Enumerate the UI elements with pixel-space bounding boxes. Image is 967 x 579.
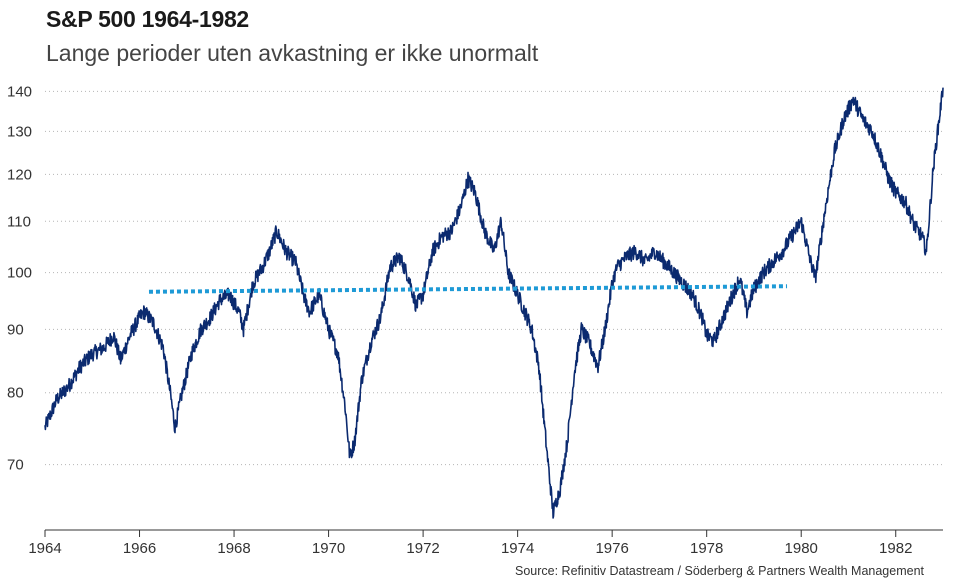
y-tick-label: 110 (7, 213, 31, 230)
chart-title: S&P 500 1964-1982 (46, 6, 249, 32)
y-tick-label: 120 (7, 166, 32, 183)
y-tick-label: 90 (7, 321, 24, 338)
grid-lines (45, 90, 943, 466)
source-note: Source: Refinitiv Datastream / Söderberg… (515, 564, 924, 578)
y-tick-label: 100 (7, 265, 32, 282)
y-tick-label: 130 (7, 123, 32, 140)
y-tick-label: 80 (7, 385, 24, 402)
sp500-series-line (44, 87, 944, 519)
x-axis: 1964 1966 1968 1970 1972 1974 1976 1978 1980 1982 (28, 529, 943, 557)
x-tick-label: 1978 (690, 540, 723, 557)
x-tick-label: 1982 (879, 540, 912, 557)
trend-line (148, 284, 788, 294)
y-tick-label: 70 (7, 457, 24, 474)
y-axis: 70 80 90 100 110 120 130 140 (7, 83, 32, 473)
plot-area (44, 87, 944, 519)
x-tick-label: 1970 (312, 540, 345, 557)
x-tick-label: 1964 (28, 540, 61, 557)
x-tick-label: 1966 (123, 540, 156, 557)
x-tick-label: 1974 (501, 540, 534, 557)
x-tick-label: 1972 (406, 540, 439, 557)
y-tick-label: 140 (7, 83, 32, 100)
x-tick-label: 1968 (217, 540, 250, 557)
x-tick-label: 1980 (785, 540, 818, 557)
x-tick-label: 1976 (595, 540, 628, 557)
chart-subtitle: Lange perioder uten avkastning er ikke u… (46, 40, 539, 66)
